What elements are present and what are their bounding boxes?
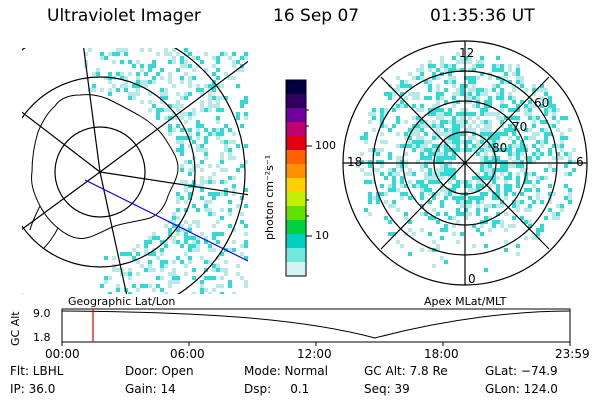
mlat-label-80: 80: [492, 141, 508, 155]
peninsula-outline: [29, 205, 59, 249]
colorbar-tick-100: 100: [315, 139, 336, 152]
status-ip: IP: 36.0: [10, 382, 56, 396]
xtick-1800: 18:00: [424, 347, 459, 361]
meridian-line: [22, 111, 101, 173]
altitude-ylabel: GC Alt: [9, 311, 22, 346]
xtick-0600: 06:00: [170, 347, 205, 361]
xtick-2359: 23:59: [555, 347, 590, 361]
time-label: 01:35:36 UT: [430, 6, 535, 26]
meridian-line: [99, 171, 128, 294]
meridian-line: [83, 48, 101, 173]
status-dsp: Dsp: 0.1: [244, 382, 310, 396]
xtick-1200: 12:00: [297, 347, 332, 361]
mlat-label-60: 60: [534, 96, 550, 110]
mlat-label-70: 70: [512, 120, 528, 134]
colorbar-tick-10: 10: [315, 229, 329, 242]
lat-circle-inner: [54, 126, 146, 218]
magnetic-polar-plot: [342, 40, 588, 286]
status-glat: GLat: −74.9: [485, 364, 558, 378]
altitude-ytick-high: 9.0: [33, 307, 51, 320]
status-glon: GLon: 124.0: [485, 382, 558, 396]
right-panel-caption: Apex MLat/MLT: [424, 295, 507, 308]
aurora-image-right: [356, 52, 576, 272]
mlt-label-6: 6: [576, 155, 584, 169]
status-mode: Mode: Normal: [244, 364, 328, 378]
satellite-track-line: [84, 179, 248, 262]
mlt-label-12: 12: [459, 46, 475, 60]
lat-circle-outer: [22, 48, 246, 294]
instrument-title: Ultraviolet Imager: [47, 6, 201, 26]
altitude-ytick-low: 1.8: [33, 331, 51, 344]
xtick-0000: 00:00: [45, 347, 80, 361]
status-gain: Gain: 14: [125, 382, 176, 396]
altitude-strip-plot: [61, 308, 571, 346]
mlt-label-0: 0: [468, 272, 476, 286]
status-filter: Flt: LBHL: [10, 364, 64, 378]
status-gc-alt: GC Alt: 7.8 Re: [364, 364, 448, 378]
mlt-line-diag: [380, 76, 550, 250]
mlt-label-18: 18: [347, 155, 363, 169]
meridian-line: [99, 60, 248, 173]
lat-circle-mid: [22, 76, 196, 268]
continent-outline: [31, 94, 179, 239]
colorbar-unit-label: photon cm⁻²s⁻¹: [263, 154, 276, 240]
status-seq: Seq: 39: [364, 382, 410, 396]
colorbar: [285, 79, 312, 277]
status-door: Door: Open: [125, 364, 194, 378]
geographic-map: [22, 48, 248, 294]
left-panel-caption: Geographic Lat/Lon: [68, 295, 176, 308]
aurora-image-left: [84, 48, 248, 294]
meridian-line: [99, 171, 248, 196]
date-label: 16 Sep 07: [273, 6, 360, 26]
meridian-line: [22, 171, 101, 230]
